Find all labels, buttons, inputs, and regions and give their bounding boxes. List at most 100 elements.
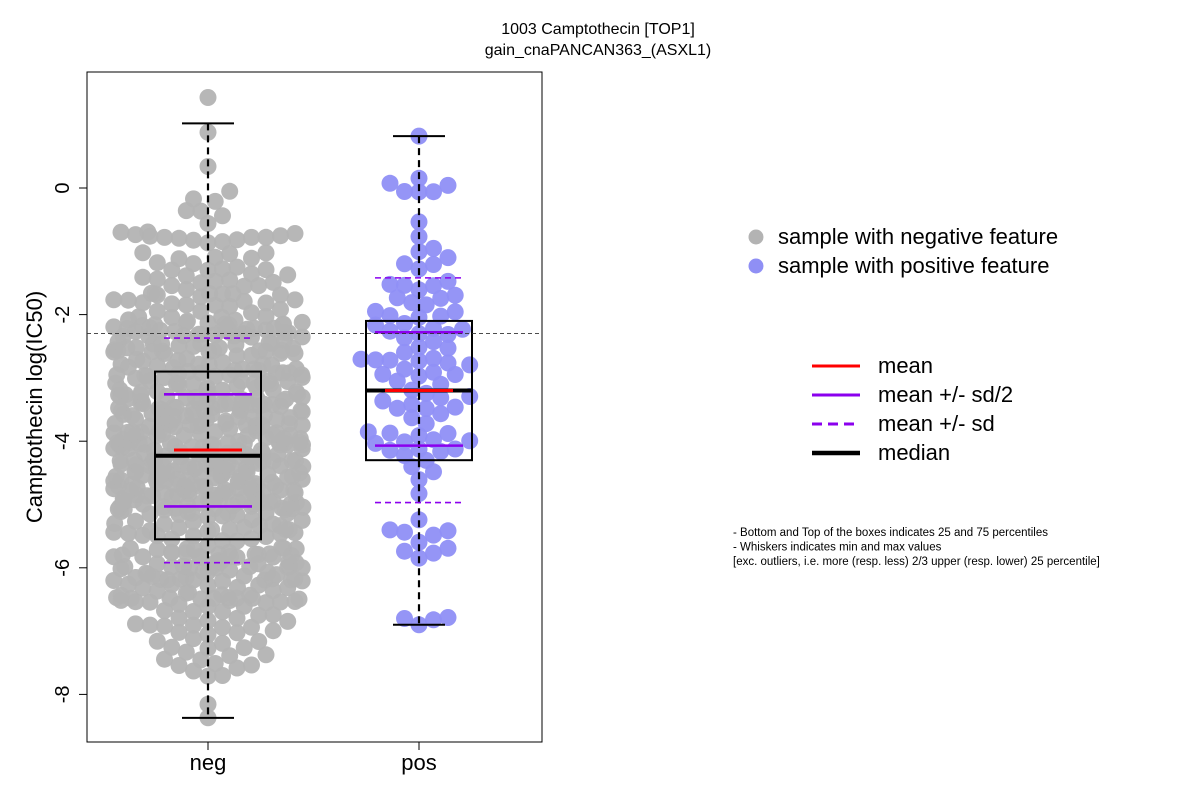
pos-sample-point: [439, 354, 457, 372]
neg-sample-point: [264, 622, 282, 640]
pos-sample-point: [403, 409, 421, 427]
points-layer: [105, 89, 479, 727]
neg-sample-point: [163, 308, 181, 326]
pos-sample-point: [446, 303, 464, 321]
neg-sample-point: [250, 633, 268, 650]
neg-sample-point: [243, 249, 260, 267]
pos-sample-point: [381, 424, 399, 442]
neg-sample-point: [178, 312, 196, 330]
pos-sample-point: [396, 315, 413, 332]
legend-line-label: mean: [878, 353, 933, 378]
y-tick-label: 0: [52, 182, 74, 193]
neg-sample-point: [272, 300, 289, 318]
neg-sample-point: [243, 511, 261, 528]
neg-sample-point: [257, 646, 275, 664]
line-legend: mean mean +/- sd/2 mean +/- sd median: [812, 353, 1013, 465]
neg-sample-point: [163, 638, 181, 656]
y-tick-label: -8: [52, 686, 74, 704]
neg-sample-point: [153, 335, 171, 353]
pos-sample-point: [425, 256, 442, 273]
neg-sample-point: [123, 423, 141, 441]
neg-sample-point: [221, 647, 239, 665]
pos-sample-point: [381, 521, 399, 539]
neg-sample-point: [199, 695, 217, 713]
neg-sample-point: [257, 261, 275, 279]
neg-sample-point: [148, 357, 166, 375]
pos-sample-point: [454, 320, 471, 338]
neg-sample-point: [163, 295, 181, 313]
neg-sample-point: [257, 228, 275, 246]
pos-sample-point: [417, 384, 435, 402]
pos-sample-point: [410, 243, 428, 261]
neg-sample-point: [206, 248, 224, 266]
pos-sample-point: [417, 400, 435, 417]
pos-sample-point: [396, 360, 413, 378]
pos-sample-point: [410, 367, 428, 385]
neg-sample-point: [293, 511, 311, 529]
pos-sample-point: [461, 356, 479, 374]
neg-sample-point: [264, 273, 282, 291]
neg-sample-point: [128, 350, 146, 368]
neg-sample-point: [134, 244, 152, 262]
neg-sample-point: [257, 244, 275, 262]
x-tick-label: neg: [190, 750, 227, 775]
neg-sample-point: [170, 623, 188, 641]
neg-sample-point: [156, 515, 173, 533]
neg-sample-point: [156, 617, 173, 635]
neg-sample-point: [273, 539, 291, 557]
point-legend: sample with negative feature sample with …: [748, 224, 1058, 278]
neg-sample-point: [286, 291, 304, 309]
pos-sample-point: [367, 302, 384, 320]
neg-sample-point: [130, 308, 148, 326]
pos-sample-point: [396, 542, 413, 560]
neg-sample-point: [141, 616, 159, 634]
legend-point-marker: [748, 229, 764, 245]
pos-sample-point: [432, 389, 450, 407]
neg-sample-point: [185, 231, 202, 249]
pos-sample-point: [359, 423, 377, 441]
neg-sample-point: [146, 316, 164, 334]
note-line: - Whiskers indicates min and max values: [733, 542, 942, 554]
pos-sample-point: [396, 255, 413, 273]
pos-sample-point: [446, 286, 464, 304]
pos-sample-point: [410, 183, 428, 201]
neg-sample-point: [185, 616, 202, 634]
neg-sample-point: [199, 612, 217, 630]
legend-line-label: mean +/- sd: [878, 411, 995, 436]
neg-sample-point: [170, 250, 188, 268]
pos-sample-point: [403, 294, 421, 312]
neg-sample-point: [279, 612, 297, 630]
neg-sample-point: [228, 624, 246, 642]
neg-sample-point: [134, 548, 152, 566]
pos-sample-point: [432, 289, 450, 307]
chart-subtitle: gain_cnaPANCAN363_(ASXL1): [485, 42, 712, 59]
neg-sample-point: [119, 291, 137, 309]
neg-sample-point: [267, 424, 285, 442]
neg-sample-point: [177, 296, 195, 314]
neg-sample-point: [206, 192, 224, 210]
neg-sample-point: [243, 228, 260, 246]
pos-sample-point: [396, 343, 413, 361]
neg-sample-point: [286, 225, 304, 242]
neg-sample-point: [214, 619, 231, 636]
pos-sample-point: [425, 277, 442, 295]
chart-notes: - Bottom and Top of the boxes indicates …: [733, 527, 1100, 568]
neg-sample-point: [293, 328, 311, 346]
pos-sample-point: [367, 351, 384, 369]
neg-sample-point: [170, 229, 188, 247]
neg-sample-point: [121, 540, 139, 557]
pos-sample-point: [439, 326, 457, 343]
pos-sample-point: [461, 432, 479, 450]
neg-sample-point: [112, 223, 130, 241]
pos-sample-point: [432, 405, 450, 423]
neg-sample-point: [292, 402, 310, 420]
neg-sample-point: [134, 268, 152, 286]
neg-sample-point: [148, 541, 166, 558]
x-tick-label: pos: [401, 750, 436, 775]
neg-sample-point: [185, 603, 202, 620]
pos-sample-point: [439, 339, 457, 357]
neg-sample-point: [137, 564, 155, 582]
neg-sample-point: [178, 540, 196, 558]
legend-line-label: mean +/- sd/2: [878, 382, 1013, 407]
pos-sample-point: [417, 296, 435, 314]
